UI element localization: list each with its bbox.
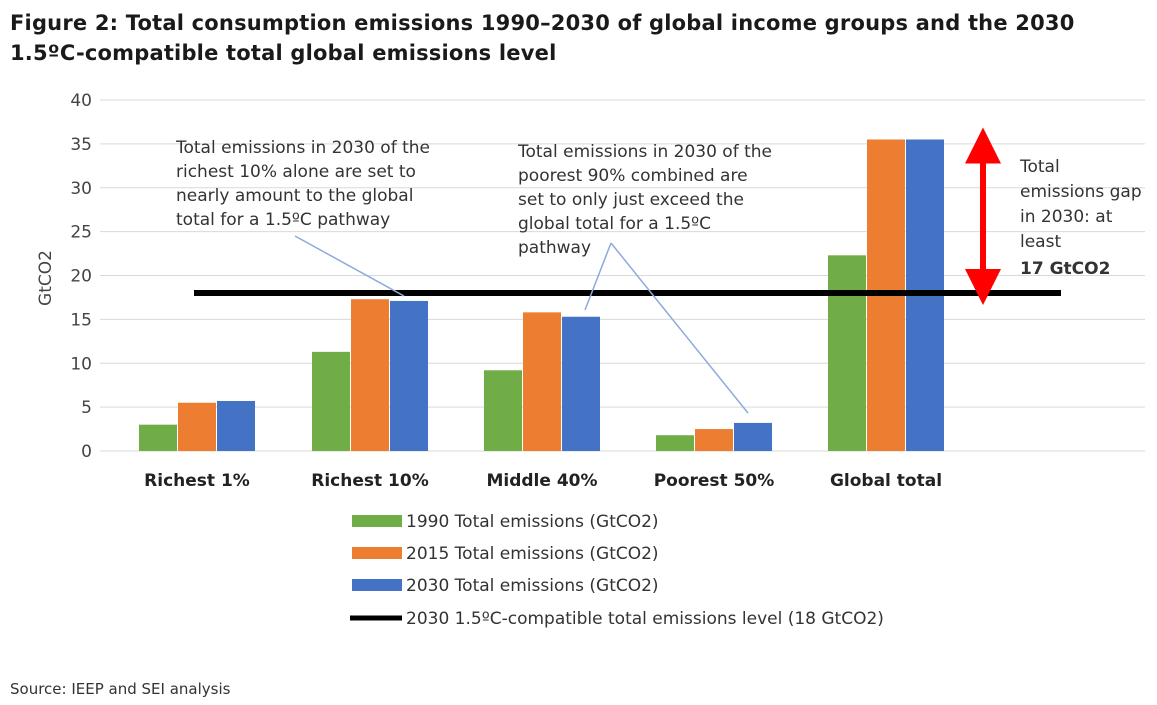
bar [390, 300, 428, 451]
annotation-gap-line: Total [1019, 157, 1060, 177]
annotation-gap-line: emissions gap [1020, 182, 1142, 202]
bar [312, 351, 350, 451]
legend-swatch [352, 515, 402, 527]
bar [562, 316, 600, 451]
x-tick-label: Global total [830, 471, 942, 491]
y-tick-label: 35 [70, 135, 92, 155]
annotation-gap-line: least [1020, 232, 1061, 252]
bar [828, 255, 866, 451]
bar [139, 424, 177, 451]
bar [178, 402, 216, 451]
bar [217, 400, 255, 451]
y-tick-label: 40 [70, 91, 92, 111]
annotations: Total emissions in 2030 of the richest 10… [175, 138, 1142, 414]
y-tick-label: 30 [70, 179, 92, 199]
annotation-richest-line: richest 10% alone are set to [176, 162, 416, 182]
chart-title: Figure 2: Total consumption emissions 19… [10, 11, 1075, 65]
annotation-richest-line: nearly amount to the global [176, 186, 413, 206]
bar [484, 370, 522, 451]
legend-label: 2030 Total emissions (GtCO2) [406, 576, 659, 596]
pointer-line [610, 242, 749, 414]
legend-swatch [352, 547, 402, 559]
y-tick-label: 0 [81, 442, 92, 462]
annotation-gap-value: 17 GtCO2 [1020, 259, 1110, 279]
pointer-line [584, 242, 612, 311]
x-tick-label: Poorest 50% [654, 471, 775, 491]
annotation-poorest-line: Total emissions in 2030 of the [517, 142, 772, 162]
legend-label: 1990 Total emissions (GtCO2) [406, 512, 659, 532]
pointer-line [294, 235, 405, 297]
y-tick-label: 15 [70, 310, 92, 330]
y-tick-label: 20 [70, 267, 92, 287]
y-tick-label: 10 [70, 354, 92, 374]
x-tick-label: Richest 1% [144, 471, 250, 491]
bar [656, 435, 694, 451]
legend-label: 2015 Total emissions (GtCO2) [406, 544, 659, 564]
y-tick-label: 5 [81, 398, 92, 418]
y-tick-label: 25 [70, 223, 92, 243]
annotation-richest-line: total for a 1.5ºC pathway [176, 210, 390, 230]
annotation-poorest-line: global total for a 1.5ºC [518, 214, 711, 234]
bar [695, 429, 733, 451]
x-tick-label: Middle 40% [486, 471, 597, 491]
legend-swatch [352, 579, 402, 591]
legend: 1990 Total emissions (GtCO2) 2015 Total e… [350, 512, 884, 629]
annotation-gap-line: in 2030: at [1020, 207, 1113, 227]
y-axis-label: GtCO2 [36, 250, 56, 306]
legend-label: 2030 1.5ºC-compatible total emissions le… [406, 609, 884, 629]
reference-line-group [194, 127, 1061, 306]
bar [734, 422, 772, 451]
bar [523, 312, 561, 451]
source-note: Source: IEEP and SEI analysis [10, 680, 231, 698]
annotation-poorest-line: set to only just exceed the [518, 190, 744, 210]
annotation-poorest-line: pathway [518, 238, 591, 258]
y-axis-ticks: 0 5 10 15 20 25 30 35 40 [70, 91, 92, 462]
annotation-poorest-line: poorest 90% combined are [518, 166, 748, 186]
annotation-richest-line: Total emissions in 2030 of the [175, 138, 430, 158]
x-tick-label: Richest 10% [311, 471, 428, 491]
bar [351, 299, 389, 451]
x-axis-ticks: Richest 1% Richest 10% Middle 40% Poorest 5… [144, 471, 942, 491]
